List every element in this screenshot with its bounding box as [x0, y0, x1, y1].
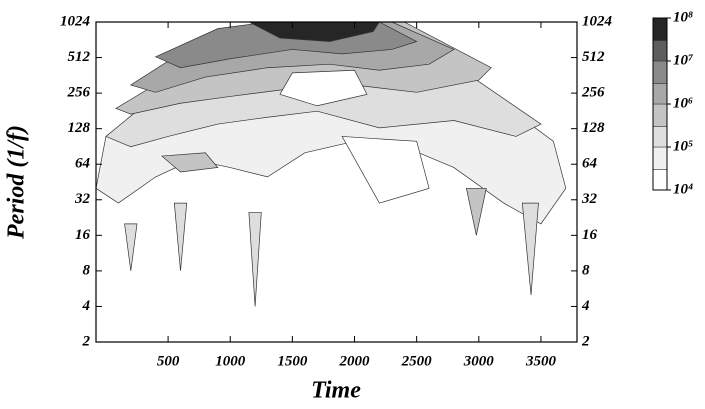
colorbar-band — [652, 40, 668, 62]
x-tick-label: 500 — [157, 353, 180, 369]
y-tick-label-right: 2 — [581, 333, 590, 349]
contour-region — [465, 187, 487, 236]
contour-region — [173, 202, 188, 271]
y-tick-label-right: 4 — [581, 298, 590, 314]
y-tick-label-right: 1024 — [582, 13, 613, 29]
x-tick-label: 1000 — [215, 353, 246, 369]
contour-region — [341, 136, 430, 204]
y-tick-label-right: 128 — [582, 120, 605, 136]
plot-frame — [95, 21, 578, 343]
y-tick-label-right: 512 — [582, 49, 605, 65]
colorbar-band — [652, 103, 668, 127]
y-axis-title: Period (1/f) — [4, 125, 30, 240]
y-tick-label: 4 — [82, 298, 91, 314]
x-tick-label: 2000 — [339, 353, 371, 369]
y-tick-label-right: 8 — [582, 262, 590, 278]
colorbar-band — [652, 146, 668, 170]
x-tick-label: 2500 — [401, 353, 433, 369]
x-tick-label: 1500 — [277, 353, 308, 369]
contour-region — [521, 202, 539, 296]
y-tick-label-right: 256 — [581, 85, 605, 101]
y-tick-label: 1024 — [60, 13, 91, 29]
x-tick-label: 3500 — [525, 353, 557, 369]
y-tick-label-right: 32 — [581, 191, 598, 207]
y-tick-label-right: 64 — [582, 156, 598, 172]
colorbar-band — [652, 126, 668, 148]
colorbar-tick-label: 10⁵ — [673, 138, 693, 154]
y-tick-label-right: 16 — [582, 227, 598, 243]
colorbar-band — [652, 17, 668, 41]
y-tick-label: 128 — [68, 120, 91, 136]
colorbar-band — [652, 83, 668, 105]
colorbar-tick-label: 10⁶ — [673, 95, 693, 111]
y-tick-label: 256 — [67, 85, 91, 101]
x-tick-label: 3000 — [463, 353, 495, 369]
colorbar-band — [652, 169, 668, 191]
y-tick-label: 512 — [68, 49, 91, 65]
contour-region — [124, 223, 138, 271]
contour-region — [161, 152, 219, 173]
colorbar-tick-label: 10⁷ — [673, 52, 694, 68]
colorbar-tick-label: 10⁸ — [673, 9, 693, 25]
y-tick-label: 32 — [74, 191, 91, 207]
contour-region — [248, 212, 262, 307]
x-axis-title: Time — [311, 378, 361, 404]
y-tick-label: 8 — [83, 262, 91, 278]
y-tick-label: 16 — [75, 227, 91, 243]
y-tick-label: 64 — [75, 156, 91, 172]
colorbar-tick-label: 10⁴ — [673, 181, 693, 197]
contour-region — [279, 69, 368, 107]
colorbar-band — [652, 60, 668, 84]
y-tick-label: 2 — [82, 333, 91, 349]
